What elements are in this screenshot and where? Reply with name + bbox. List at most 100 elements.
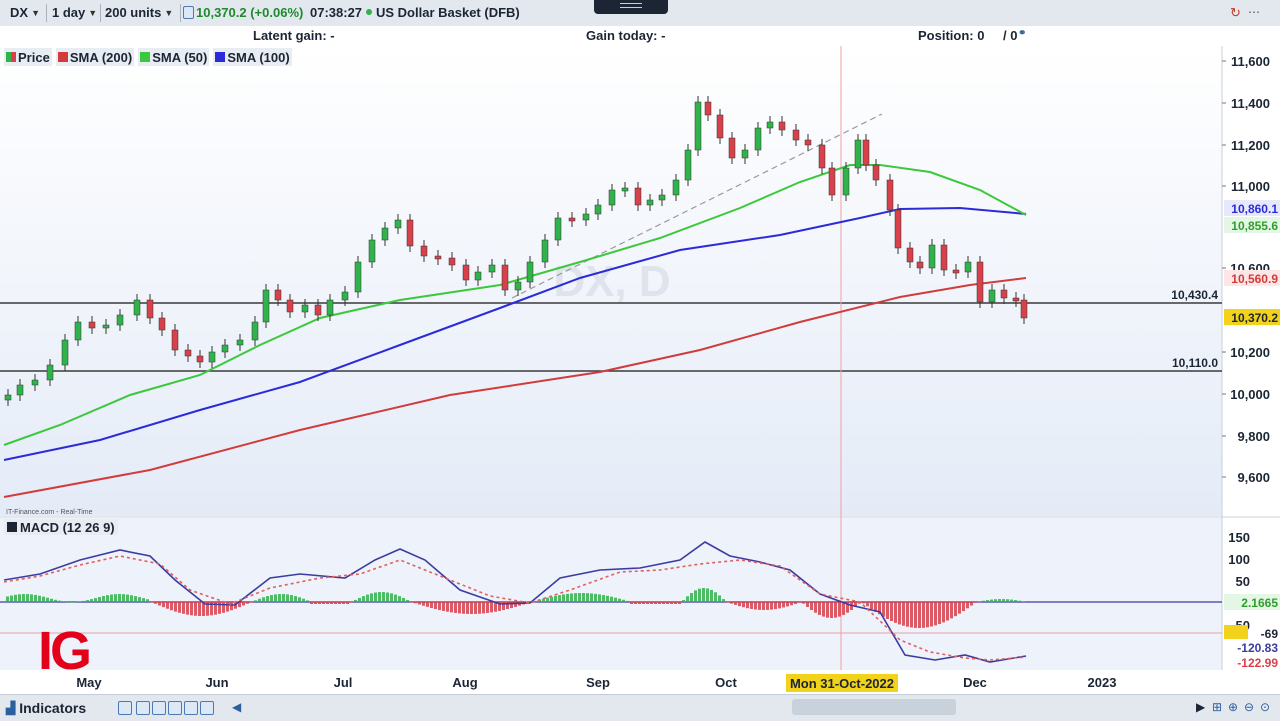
- macd-hist-down: [958, 602, 961, 614]
- macd-hist-down: [178, 602, 181, 613]
- macd-hist-down: [670, 602, 673, 604]
- text-tool-icon[interactable]: [168, 701, 182, 715]
- candle-down: [792, 129, 800, 141]
- macd-hist-up: [574, 593, 577, 602]
- link-icon[interactable]: ⚭: [1018, 28, 1027, 39]
- macd-hist-down: [182, 602, 185, 614]
- macd-hist-down: [346, 602, 349, 604]
- macd-hist-up: [366, 594, 369, 602]
- macd-hist-down: [674, 602, 677, 604]
- macd-hist-up: [1002, 599, 1005, 602]
- candle-down: [728, 137, 736, 159]
- macd-swatch-icon: [7, 522, 17, 532]
- macd-hist-down: [946, 602, 949, 621]
- macd-hist-up: [90, 599, 93, 602]
- macd-hist-up: [706, 588, 709, 602]
- macd-hist-up: [402, 597, 405, 602]
- share-icon[interactable]: [118, 701, 132, 715]
- divider: [180, 4, 181, 22]
- candle-up: [766, 121, 774, 129]
- macd-hist-down: [162, 602, 165, 608]
- macd-hist-down: [758, 602, 761, 610]
- scroll-right-icon[interactable]: ▶: [1196, 700, 1206, 714]
- macd-hist-up: [982, 600, 985, 602]
- macd-hist-down: [762, 602, 765, 610]
- macd-hist-up: [406, 599, 409, 602]
- size-selector[interactable]: 200 units ▼: [105, 4, 173, 22]
- candle-down: [828, 167, 836, 196]
- macd-hist-up: [130, 595, 133, 602]
- layout-icon[interactable]: [200, 701, 214, 715]
- macd-hist-up: [370, 593, 373, 602]
- zoom-reset-icon[interactable]: ⊙: [1260, 700, 1271, 714]
- scroll-left-icon[interactable]: ◀: [232, 700, 242, 714]
- legend-sma200[interactable]: SMA (200): [55, 48, 135, 66]
- macd-hist-down: [966, 602, 969, 609]
- candle-up: [251, 321, 259, 341]
- tag-sma200: 10,560.9: [1231, 272, 1278, 286]
- macd-hist-up: [534, 600, 537, 602]
- macd-axis-label: 100: [1228, 552, 1250, 567]
- chart-type-icon[interactable]: [183, 6, 194, 19]
- copy-icon[interactable]: [184, 701, 198, 715]
- candle-down: [196, 355, 204, 363]
- macd-hist-up: [690, 593, 693, 602]
- macd-hist-up: [258, 598, 261, 602]
- draw-tool-icon[interactable]: [136, 701, 150, 715]
- legend-sma100[interactable]: SMA (100): [213, 48, 292, 66]
- candle-down: [1012, 297, 1020, 302]
- macd-hist-up: [538, 599, 541, 602]
- time-axis-label: Jun: [205, 675, 228, 690]
- macd-hist-up: [398, 596, 401, 602]
- candle-up: [854, 139, 862, 169]
- macd-hist-down: [954, 602, 957, 617]
- macd-hist-up: [282, 594, 285, 602]
- macd-hist-down: [338, 602, 341, 604]
- candle-down: [778, 121, 786, 131]
- size-label: 200 units: [105, 5, 162, 20]
- candle-down: [894, 209, 902, 249]
- macd-hist-up: [994, 599, 997, 602]
- macd-hist-up: [558, 595, 561, 602]
- macd-hist-up: [14, 594, 17, 602]
- legend-sma50[interactable]: SMA (50): [138, 48, 210, 66]
- macd-hist-down: [870, 602, 873, 610]
- macd-hist-down: [886, 602, 889, 619]
- macd-hist-up: [702, 588, 705, 602]
- fib-tool-icon[interactable]: [152, 701, 166, 715]
- refresh-icon[interactable]: ↻: [1230, 5, 1241, 20]
- candle-up: [31, 379, 39, 386]
- candle-up: [541, 239, 549, 263]
- macd-hist-down: [794, 602, 797, 604]
- macd-hist-down: [854, 602, 857, 607]
- macd-hist-down: [938, 602, 941, 625]
- indicators-button[interactable]: ▟ Indicators: [6, 698, 86, 718]
- candle-down: [171, 329, 179, 351]
- candle-down: [952, 269, 960, 274]
- candle-down: [1020, 299, 1028, 319]
- macd-hist-down: [210, 602, 213, 616]
- sma50-line: [3, 164, 1027, 446]
- status-dot-icon: [366, 9, 372, 15]
- symbol-selector[interactable]: DX ▼: [10, 4, 40, 22]
- candle-up: [221, 344, 229, 353]
- macd-hist-up: [262, 597, 265, 602]
- macd-hist-down: [474, 602, 477, 614]
- candle-down: [420, 245, 428, 257]
- macd-hist-down: [902, 602, 905, 626]
- zoom-in-icon[interactable]: ⊕: [1228, 700, 1239, 714]
- macd-hist-down: [890, 602, 893, 622]
- candle-up: [394, 219, 402, 229]
- macd-hist-up: [78, 601, 81, 603]
- macd-hist-up: [6, 596, 9, 602]
- legend-price[interactable]: Price: [4, 48, 52, 66]
- zoom-fit-icon[interactable]: ⊞: [1212, 700, 1223, 714]
- interval-selector[interactable]: 1 day ▼: [52, 4, 97, 22]
- drag-handle[interactable]: [594, 0, 668, 14]
- price-pane-bg: [0, 46, 1222, 516]
- menu-icon[interactable]: ⋯: [1248, 5, 1260, 19]
- zoom-out-icon[interactable]: ⊖: [1244, 700, 1255, 714]
- macd-legend[interactable]: MACD (12 26 9): [4, 519, 118, 535]
- chart-scrollbar-thumb[interactable]: [792, 699, 956, 715]
